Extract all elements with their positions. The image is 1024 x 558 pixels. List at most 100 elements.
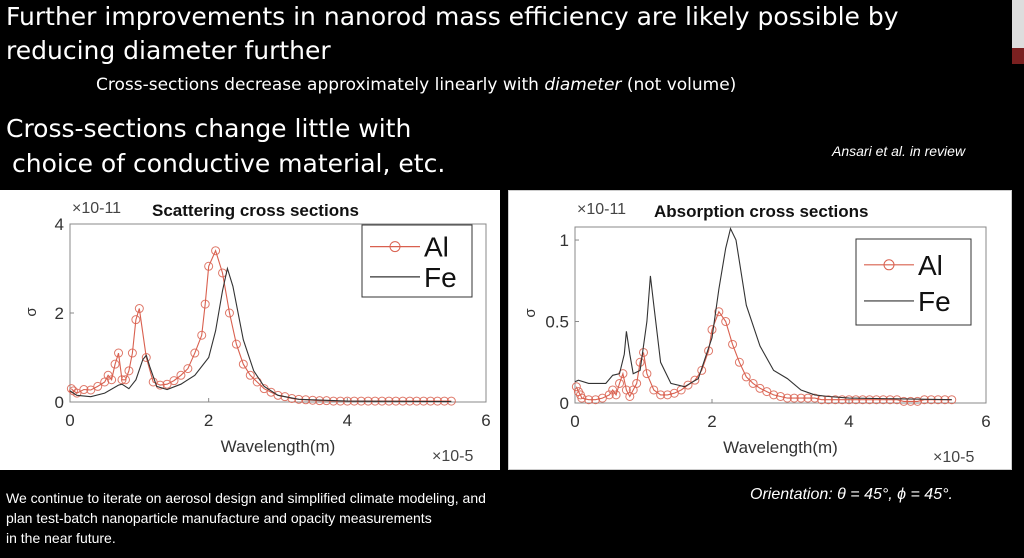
data-point-al <box>830 395 840 405</box>
x-tick-label: 4 <box>844 412 853 431</box>
data-point-al <box>608 385 618 395</box>
x-axis-multiplier: ×10-5 <box>432 448 474 465</box>
data-point-al <box>885 395 895 405</box>
data-point-al <box>114 348 124 358</box>
legend-label-fe: Fe <box>918 286 951 317</box>
orientation-note: Orientation: θ = 45°, ϕ = 45°. <box>750 486 953 503</box>
absorption-chart-panel: 0 2 4 6 0 0.5 1 Absorption cross sections Wavele… <box>508 190 1012 470</box>
legend-label-al: Al <box>424 232 449 263</box>
data-point-al <box>844 395 854 405</box>
data-point-al <box>238 359 248 369</box>
data-point-al <box>280 392 290 402</box>
data-point-al <box>79 385 89 395</box>
x-tick-label: 4 <box>343 411 352 430</box>
legend-marker-al <box>389 241 401 253</box>
data-point-al <box>878 395 888 405</box>
data-point-al <box>892 395 902 405</box>
data-point-al <box>721 317 731 327</box>
data-point-al <box>913 396 922 406</box>
data-point-al <box>134 304 144 314</box>
y-tick-label: 4 <box>55 215 64 234</box>
data-point-al <box>224 308 234 318</box>
data-point-al <box>169 376 179 386</box>
x-tick-label: 6 <box>981 412 990 431</box>
sub-point-suffix: (not volume) <box>621 75 737 95</box>
data-point-al <box>858 395 868 405</box>
x-axis-multiplier: ×10-5 <box>933 449 975 466</box>
data-point-al <box>748 378 758 388</box>
data-point-al <box>615 378 625 388</box>
data-point-al <box>162 379 172 389</box>
second-heading-line-1: Cross-sections change little with <box>6 114 412 143</box>
data-point-al <box>697 365 707 375</box>
x-tick-label: 6 <box>481 411 490 430</box>
legend-label-al: Al <box>918 250 943 281</box>
scattering-chart-panel: 0 2 4 6 0 2 4 Scattering cross sections Waveleng… <box>0 190 500 470</box>
data-point-al <box>796 393 806 403</box>
data-point-al <box>190 348 200 358</box>
y-axis-label: σ <box>23 307 40 317</box>
data-point-al <box>782 393 792 403</box>
series-line-fe <box>574 226 952 401</box>
x-tick-label: 0 <box>65 411 74 430</box>
x-axis-label: Wavelength(m) <box>723 438 838 457</box>
data-point-al <box>124 366 134 376</box>
data-point-al <box>776 391 785 401</box>
data-point-al <box>93 381 103 391</box>
data-point-al <box>183 364 193 374</box>
sub-point-prefix: Cross-sections decrease approximately li… <box>96 75 545 95</box>
data-point-al <box>127 348 137 358</box>
y-tick-label: 1 <box>560 231 569 250</box>
scattering-chart: 0 2 4 6 0 2 4 Scattering cross sections Waveleng… <box>23 201 491 456</box>
data-point-al <box>66 384 76 394</box>
data-point-al <box>683 380 693 390</box>
data-point-al <box>591 395 601 405</box>
y-axis-label: σ <box>522 308 539 318</box>
y-axis-multiplier: ×10-11 <box>72 200 122 217</box>
data-point-al <box>899 396 909 406</box>
data-point-al <box>810 393 820 403</box>
footer-line-3: in the near future. <box>6 530 116 546</box>
data-point-al <box>662 390 672 400</box>
data-point-al <box>642 369 652 379</box>
x-axis-label: Wavelength(m) <box>221 437 336 456</box>
data-point-al <box>865 395 875 405</box>
data-point-al <box>837 395 847 405</box>
chart-title: Absorption cross sections <box>654 202 868 221</box>
legend-box <box>855 238 972 326</box>
legend-box <box>361 224 473 298</box>
footer-line-1: We continue to iterate on aerosol design… <box>6 490 486 506</box>
data-point-al <box>714 307 724 317</box>
legend-marker-al <box>883 259 895 271</box>
data-point-al <box>604 390 614 400</box>
data-point-al <box>584 395 594 405</box>
x-tick-label: 2 <box>204 411 213 430</box>
sub-point: Cross-sections decrease approximately li… <box>96 75 736 95</box>
data-point-al <box>741 372 751 382</box>
data-point-al <box>851 395 861 405</box>
data-point-al <box>204 261 214 271</box>
data-point-al <box>823 395 833 405</box>
data-point-al <box>176 370 186 380</box>
video-thumbnail-edge <box>1012 0 1024 60</box>
data-point-al <box>632 378 642 388</box>
citation: Ansari et al. in review <box>832 143 966 159</box>
series-line-al <box>575 310 952 402</box>
data-point-al <box>571 382 581 392</box>
data-point-al <box>110 359 120 369</box>
y-tick-label: 0.5 <box>545 313 569 332</box>
video-thumbnail-label <box>1012 48 1024 64</box>
data-point-al <box>86 385 96 395</box>
data-point-al <box>871 395 881 405</box>
data-point-al <box>107 375 117 385</box>
legend-label-fe: Fe <box>424 262 457 293</box>
y-axis-multiplier: ×10-11 <box>577 201 627 218</box>
data-point-al <box>707 325 717 335</box>
data-point-al <box>769 390 779 400</box>
data-point-al <box>273 390 283 400</box>
data-point-al <box>211 246 221 256</box>
series-line-fe <box>69 266 452 403</box>
data-point-al <box>200 299 210 309</box>
data-point-al <box>734 357 744 367</box>
data-point-al <box>789 393 799 403</box>
